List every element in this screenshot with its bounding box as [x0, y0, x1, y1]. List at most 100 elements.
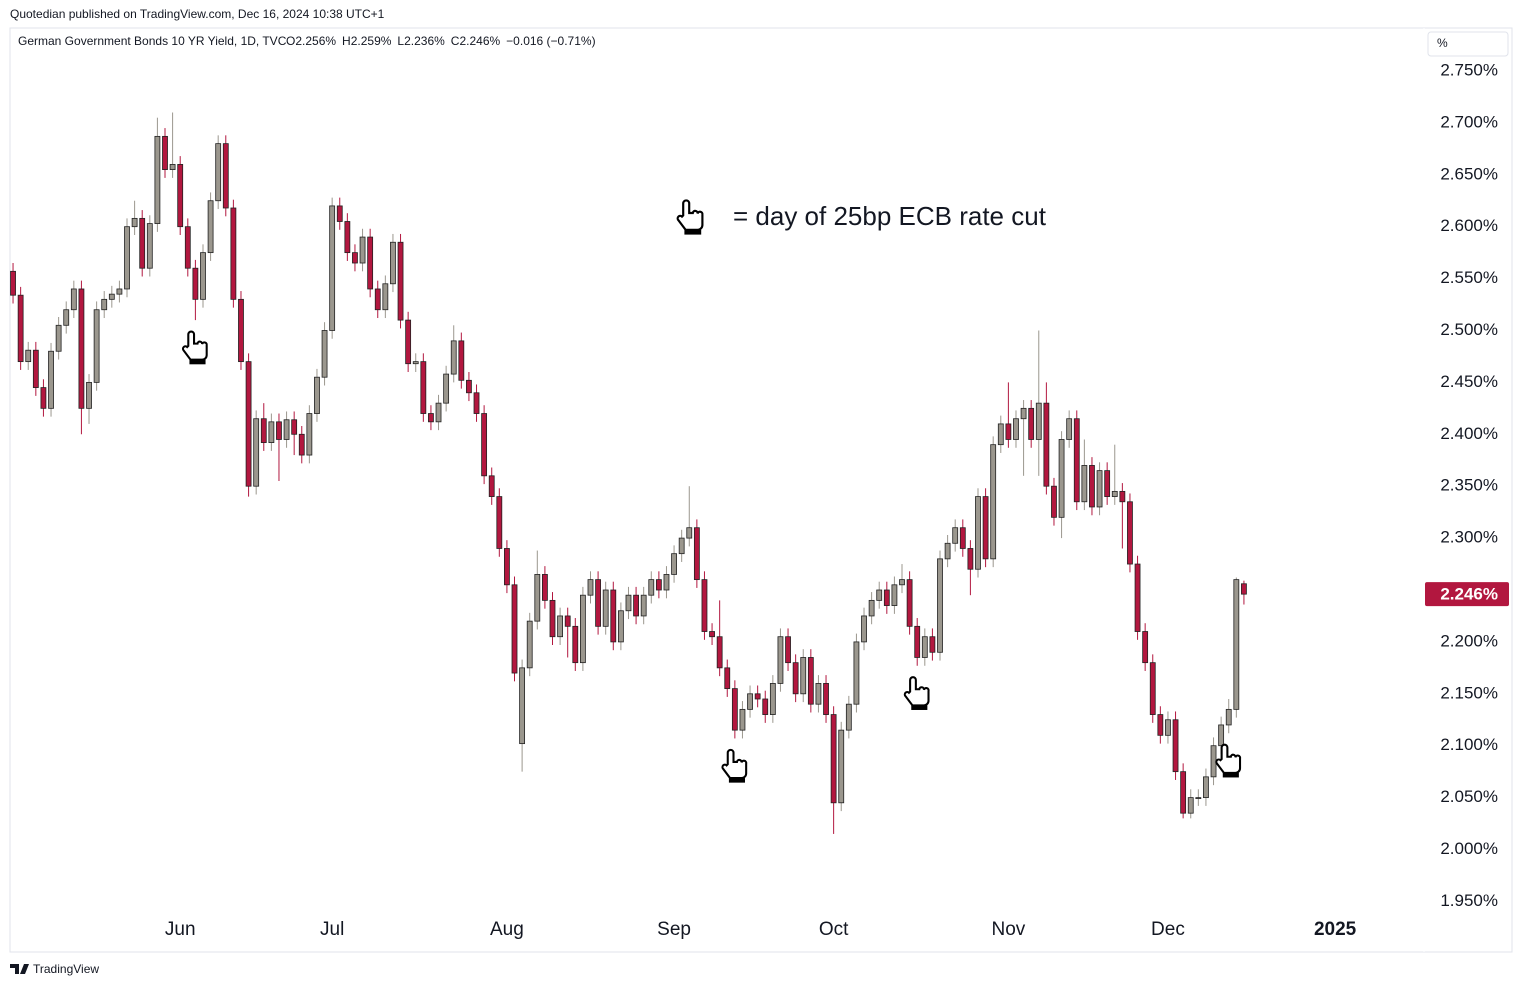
ohlc-value: H2.259% — [342, 34, 392, 48]
candle-body — [382, 283, 389, 311]
candle-body — [671, 553, 677, 575]
ohlc-value: −0.016 (−0.71%) — [506, 34, 595, 48]
candle-body — [1104, 470, 1111, 497]
candle-body — [25, 349, 32, 363]
candle-body — [215, 143, 222, 202]
candle-body — [177, 163, 184, 228]
candle-body — [124, 226, 130, 290]
candle-body — [655, 579, 662, 591]
candle-body — [40, 387, 47, 409]
candle-body — [511, 584, 518, 674]
candle-body — [435, 402, 442, 423]
y-tick-label: 2.600% — [1440, 216, 1498, 235]
hand-cuff — [911, 705, 928, 710]
candle-body — [716, 636, 723, 669]
ecb-cut-marker — [182, 330, 208, 365]
footer-brand: TradingView — [33, 962, 99, 976]
candle-body — [519, 667, 526, 745]
candle-body — [549, 599, 556, 638]
candle-body — [785, 636, 791, 664]
y-tick-label: 2.650% — [1440, 164, 1498, 183]
candle-body — [276, 421, 282, 440]
candle-body — [412, 361, 419, 365]
candle-body — [1187, 797, 1194, 814]
candle-body — [617, 610, 624, 643]
hand-cuff — [1222, 772, 1239, 778]
candle-body — [86, 381, 92, 409]
candle-body — [101, 298, 108, 311]
candle-body — [1134, 563, 1141, 632]
candle-body — [1096, 470, 1103, 508]
candle-body — [374, 288, 381, 311]
candle-body — [1073, 418, 1080, 503]
candle-body — [1180, 771, 1187, 814]
candle-body — [55, 324, 62, 352]
y-tick-label: 2.550% — [1440, 268, 1498, 287]
candle-body — [321, 330, 328, 378]
candle-body — [443, 373, 450, 404]
chart-title: German Government Bonds 10 YR Yield, 1D,… — [18, 34, 287, 48]
candle-body — [975, 496, 981, 570]
candle-body — [792, 662, 799, 695]
candle-body — [93, 309, 100, 383]
candle-body — [1058, 439, 1065, 518]
candle-body — [154, 135, 161, 224]
candle-body — [253, 418, 260, 487]
candle-body — [595, 579, 601, 627]
candle-body — [944, 542, 951, 560]
candle-body — [823, 683, 829, 715]
candle-body — [1013, 418, 1019, 440]
candle-body — [959, 527, 966, 549]
candle-body — [48, 350, 54, 409]
candle-body — [883, 589, 890, 606]
candle-body — [192, 267, 199, 300]
candle-body — [10, 270, 16, 296]
candle-body — [564, 615, 571, 627]
candle-body — [458, 340, 465, 381]
candle-body — [390, 241, 396, 285]
candle-body — [1157, 714, 1164, 736]
candle-body — [488, 475, 495, 497]
candle-body — [610, 589, 617, 643]
candle-body — [496, 496, 503, 549]
legend-hand-icon — [676, 199, 704, 235]
candle-body — [747, 693, 753, 710]
hand-cuff — [189, 359, 206, 365]
candle-body — [1218, 724, 1225, 747]
y-tick-label: 2.450% — [1440, 372, 1498, 391]
x-tick-label: Sep — [657, 919, 691, 940]
candle-body — [899, 579, 905, 586]
y-tick-label: 2.750% — [1440, 60, 1498, 79]
candle-body — [359, 236, 366, 264]
candle-body — [876, 589, 883, 601]
candle-body — [344, 221, 351, 254]
candle-body — [526, 620, 533, 669]
candle-body — [1142, 631, 1149, 664]
ohlc-value: C2.246% — [451, 34, 501, 48]
ecb-cut-marker — [721, 748, 748, 783]
last-price-tag — [1425, 582, 1509, 607]
candle-body — [32, 349, 39, 388]
candle-body — [1119, 490, 1126, 503]
candle-body — [769, 683, 776, 715]
candle-body — [709, 631, 715, 638]
candle-body — [131, 217, 138, 228]
candle-body — [481, 413, 488, 477]
candle-body — [116, 288, 123, 295]
candle-body — [914, 625, 921, 658]
candle-body — [200, 252, 206, 300]
hand-outline — [721, 748, 748, 780]
candle-body — [701, 579, 708, 632]
candle-body — [633, 594, 639, 617]
candle-body — [1233, 579, 1240, 710]
candle-body — [731, 688, 738, 731]
candle-body — [405, 319, 412, 365]
candle-body — [1127, 501, 1133, 565]
candle-body — [1225, 708, 1232, 726]
y-tick-label: 2.400% — [1440, 424, 1498, 443]
candle-body — [169, 163, 176, 170]
candle-body — [397, 241, 404, 321]
candle-body — [1089, 465, 1095, 508]
candle-body — [990, 444, 997, 560]
hand-outline — [903, 676, 930, 707]
